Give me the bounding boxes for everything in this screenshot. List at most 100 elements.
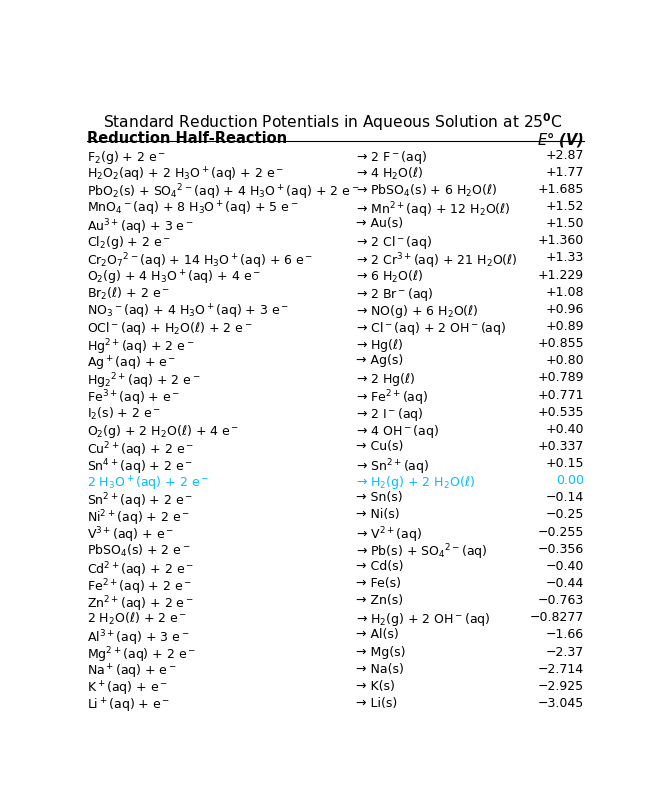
Text: NO$_3$$^-$(aq) + 4 H$_3$O$^+$(aq) + 3 e$^-$: NO$_3$$^-$(aq) + 4 H$_3$O$^+$(aq) + 3 e$…: [87, 303, 289, 321]
Text: → 2 F$^-$(aq): → 2 F$^-$(aq): [356, 149, 427, 166]
Text: → Cu(s): → Cu(s): [356, 440, 403, 453]
Text: +1.08: +1.08: [545, 286, 584, 299]
Text: → Ag(s): → Ag(s): [356, 354, 403, 368]
Text: +0.337: +0.337: [538, 440, 584, 453]
Text: +2.87: +2.87: [545, 149, 584, 162]
Text: −0.25: −0.25: [545, 508, 584, 521]
Text: → Na(s): → Na(s): [356, 663, 404, 675]
Text: Li$^+$(aq) + e$^-$: Li$^+$(aq) + e$^-$: [87, 697, 170, 715]
Text: −0.44: −0.44: [546, 577, 584, 590]
Text: → Fe$^{2+}$(aq): → Fe$^{2+}$(aq): [356, 389, 428, 408]
Text: → Mg(s): → Mg(s): [356, 646, 406, 659]
Text: −0.255: −0.255: [538, 526, 584, 539]
Text: Standard Reduction Potentials in Aqueous Solution at 25$^{\mathbf{0}}$C: Standard Reduction Potentials in Aqueous…: [103, 112, 563, 133]
Text: H$_2$O$_2$(aq) + 2 H$_3$O$^+$(aq) + 2 e$^-$: H$_2$O$_2$(aq) + 2 H$_3$O$^+$(aq) + 2 e$…: [87, 166, 285, 184]
Text: −0.8277: −0.8277: [530, 612, 584, 625]
Text: Ag$^+$(aq) + e$^-$: Ag$^+$(aq) + e$^-$: [87, 354, 177, 372]
Text: Mg$^{2+}$(aq) + 2 e$^-$: Mg$^{2+}$(aq) + 2 e$^-$: [87, 646, 196, 665]
Text: Cr$_2$O$_7$$^{2-}$(aq) + 14 H$_3$O$^+$(aq) + 6 e$^-$: Cr$_2$O$_7$$^{2-}$(aq) + 14 H$_3$O$^+$(a…: [87, 251, 313, 271]
Text: → 2 I$^-$(aq): → 2 I$^-$(aq): [356, 406, 423, 423]
Text: → 2 Hg($\ell$): → 2 Hg($\ell$): [356, 372, 415, 389]
Text: K$^+$(aq) + e$^-$: K$^+$(aq) + e$^-$: [87, 680, 168, 698]
Text: Reduction Half-Reaction: Reduction Half-Reaction: [87, 131, 287, 146]
Text: Cl$_2$(g) + 2 e$^-$: Cl$_2$(g) + 2 e$^-$: [87, 234, 172, 251]
Text: Hg$^{2+}$(aq) + 2 e$^-$: Hg$^{2+}$(aq) + 2 e$^-$: [87, 337, 195, 356]
Text: O$_2$(g) + 4 H$_3$O$^+$(aq) + 4 e$^-$: O$_2$(g) + 4 H$_3$O$^+$(aq) + 4 e$^-$: [87, 268, 261, 287]
Text: +0.40: +0.40: [545, 423, 584, 436]
Text: +0.535: +0.535: [538, 406, 584, 419]
Text: Sn$^{4+}$(aq) + 2 e$^-$: Sn$^{4+}$(aq) + 2 e$^-$: [87, 457, 194, 477]
Text: Al$^{3+}$(aq) + 3 e$^-$: Al$^{3+}$(aq) + 3 e$^-$: [87, 629, 190, 648]
Text: → H$_2$(g) + 2 OH$^-$(aq): → H$_2$(g) + 2 OH$^-$(aq): [356, 612, 491, 629]
Text: +0.789: +0.789: [538, 372, 584, 385]
Text: +0.89: +0.89: [545, 320, 584, 333]
Text: → 2 Cl$^-$(aq): → 2 Cl$^-$(aq): [356, 234, 432, 251]
Text: → Mn$^{2+}$(aq) + 12 H$_2$O($\ell$): → Mn$^{2+}$(aq) + 12 H$_2$O($\ell$): [356, 200, 510, 220]
Text: +0.771: +0.771: [538, 389, 584, 402]
Text: +1.50: +1.50: [545, 217, 584, 230]
Text: PbSO$_4$(s) + 2 e$^-$: PbSO$_4$(s) + 2 e$^-$: [87, 543, 191, 559]
Text: −0.14: −0.14: [546, 491, 584, 504]
Text: O$_2$(g) + 2 H$_2$O($\ell$) + 4 e$^-$: O$_2$(g) + 2 H$_2$O($\ell$) + 4 e$^-$: [87, 423, 240, 440]
Text: −0.763: −0.763: [538, 594, 584, 607]
Text: −0.40: −0.40: [545, 560, 584, 573]
Text: Fe$^{3+}$(aq) + e$^-$: Fe$^{3+}$(aq) + e$^-$: [87, 389, 181, 408]
Text: Hg$_2$$^{2+}$(aq) + 2 e$^-$: Hg$_2$$^{2+}$(aq) + 2 e$^-$: [87, 372, 201, 391]
Text: $E$° (V): $E$° (V): [537, 131, 584, 149]
Text: → Fe(s): → Fe(s): [356, 577, 401, 590]
Text: 2 H$_3$O$^+$(aq) + 2 e$^-$: 2 H$_3$O$^+$(aq) + 2 e$^-$: [87, 474, 209, 493]
Text: +1.77: +1.77: [545, 166, 584, 179]
Text: 0.00: 0.00: [556, 474, 584, 487]
Text: → Al(s): → Al(s): [356, 629, 398, 642]
Text: −2.925: −2.925: [538, 680, 584, 693]
Text: → PbSO$_4$(s) + 6 H$_2$O($\ell$): → PbSO$_4$(s) + 6 H$_2$O($\ell$): [356, 183, 497, 199]
Text: → 2 Br$^-$(aq): → 2 Br$^-$(aq): [356, 286, 434, 303]
Text: +0.855: +0.855: [538, 337, 584, 350]
Text: Sn$^{2+}$(aq) + 2 e$^-$: Sn$^{2+}$(aq) + 2 e$^-$: [87, 491, 194, 511]
Text: → 2 Cr$^{3+}$(aq) + 21 H$_2$O($\ell$): → 2 Cr$^{3+}$(aq) + 21 H$_2$O($\ell$): [356, 251, 517, 271]
Text: V$^{3+}$(aq) + e$^-$: V$^{3+}$(aq) + e$^-$: [87, 526, 174, 545]
Text: −2.37: −2.37: [546, 646, 584, 659]
Text: Na$^+$(aq) + e$^-$: Na$^+$(aq) + e$^-$: [87, 663, 177, 681]
Text: → NO(g) + 6 H$_2$O($\ell$): → NO(g) + 6 H$_2$O($\ell$): [356, 303, 478, 320]
Text: → 6 H$_2$O($\ell$): → 6 H$_2$O($\ell$): [356, 268, 423, 284]
Text: −0.356: −0.356: [538, 543, 584, 556]
Text: → Pb(s) + SO$_4$$^{2-}$(aq): → Pb(s) + SO$_4$$^{2-}$(aq): [356, 543, 488, 562]
Text: I$_2$(s) + 2 e$^-$: I$_2$(s) + 2 e$^-$: [87, 406, 162, 422]
Text: Ni$^{2+}$(aq) + 2 e$^-$: Ni$^{2+}$(aq) + 2 e$^-$: [87, 508, 190, 528]
Text: +1.52: +1.52: [545, 200, 584, 213]
Text: +0.80: +0.80: [545, 354, 584, 368]
Text: +1.360: +1.360: [538, 234, 584, 247]
Text: MnO$_4$$^-$(aq) + 8 H$_3$O$^+$(aq) + 5 e$^-$: MnO$_4$$^-$(aq) + 8 H$_3$O$^+$(aq) + 5 e…: [87, 200, 299, 218]
Text: +0.15: +0.15: [545, 457, 584, 470]
Text: −1.66: −1.66: [546, 629, 584, 642]
Text: → Li(s): → Li(s): [356, 697, 397, 710]
Text: −2.714: −2.714: [538, 663, 584, 675]
Text: +1.685: +1.685: [538, 183, 584, 196]
Text: Br$_2$($\ell$) + 2 e$^-$: Br$_2$($\ell$) + 2 e$^-$: [87, 286, 170, 302]
Text: → Cl$^-$(aq) + 2 OH$^-$(aq): → Cl$^-$(aq) + 2 OH$^-$(aq): [356, 320, 506, 337]
Text: → 4 OH$^-$(aq): → 4 OH$^-$(aq): [356, 423, 439, 440]
Text: PbO$_2$(s) + SO$_4$$^{2-}$(aq) + 4 H$_3$O$^+$(aq) + 2 e$^-$: PbO$_2$(s) + SO$_4$$^{2-}$(aq) + 4 H$_3$…: [87, 183, 359, 203]
Text: −3.045: −3.045: [538, 697, 584, 710]
Text: +1.229: +1.229: [538, 268, 584, 281]
Text: +1.33: +1.33: [546, 251, 584, 264]
Text: → Cd(s): → Cd(s): [356, 560, 403, 573]
Text: → H$_2$(g) + 2 H$_2$O($\ell$): → H$_2$(g) + 2 H$_2$O($\ell$): [356, 474, 475, 491]
Text: 2 H$_2$O($\ell$) + 2 e$^-$: 2 H$_2$O($\ell$) + 2 e$^-$: [87, 612, 188, 628]
Text: Au$^{3+}$(aq) + 3 e$^-$: Au$^{3+}$(aq) + 3 e$^-$: [87, 217, 194, 237]
Text: → Ni(s): → Ni(s): [356, 508, 399, 521]
Text: → Au(s): → Au(s): [356, 217, 403, 230]
Text: → V$^{2+}$(aq): → V$^{2+}$(aq): [356, 526, 422, 545]
Text: OCl$^-$(aq) + H$_2$O($\ell$) + 2 e$^-$: OCl$^-$(aq) + H$_2$O($\ell$) + 2 e$^-$: [87, 320, 253, 337]
Text: → Sn$^{2+}$(aq): → Sn$^{2+}$(aq): [356, 457, 429, 477]
Text: → Hg($\ell$): → Hg($\ell$): [356, 337, 404, 354]
Text: → K(s): → K(s): [356, 680, 395, 693]
Text: Cd$^{2+}$(aq) + 2 e$^-$: Cd$^{2+}$(aq) + 2 e$^-$: [87, 560, 194, 579]
Text: Zn$^{2+}$(aq) + 2 e$^-$: Zn$^{2+}$(aq) + 2 e$^-$: [87, 594, 194, 614]
Text: Cu$^{2+}$(aq) + 2 e$^-$: Cu$^{2+}$(aq) + 2 e$^-$: [87, 440, 194, 460]
Text: +0.96: +0.96: [545, 303, 584, 316]
Text: → Sn(s): → Sn(s): [356, 491, 402, 504]
Text: → 4 H$_2$O($\ell$): → 4 H$_2$O($\ell$): [356, 166, 423, 182]
Text: F$_2$(g) + 2 e$^-$: F$_2$(g) + 2 e$^-$: [87, 149, 166, 166]
